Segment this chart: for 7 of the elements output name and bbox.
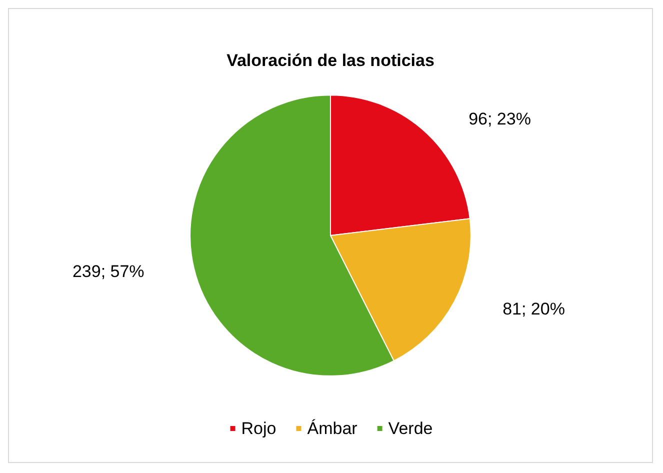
- data-label: 96; 23%: [468, 110, 531, 129]
- legend-label: Rojo: [241, 419, 276, 438]
- legend-label: Verde: [388, 419, 433, 438]
- data-label: 239; 57%: [72, 262, 144, 282]
- data-label: 81; 20%: [502, 299, 565, 318]
- legend-label: Ámbar: [307, 419, 358, 438]
- chart-title: Valoración de las noticias: [226, 51, 434, 70]
